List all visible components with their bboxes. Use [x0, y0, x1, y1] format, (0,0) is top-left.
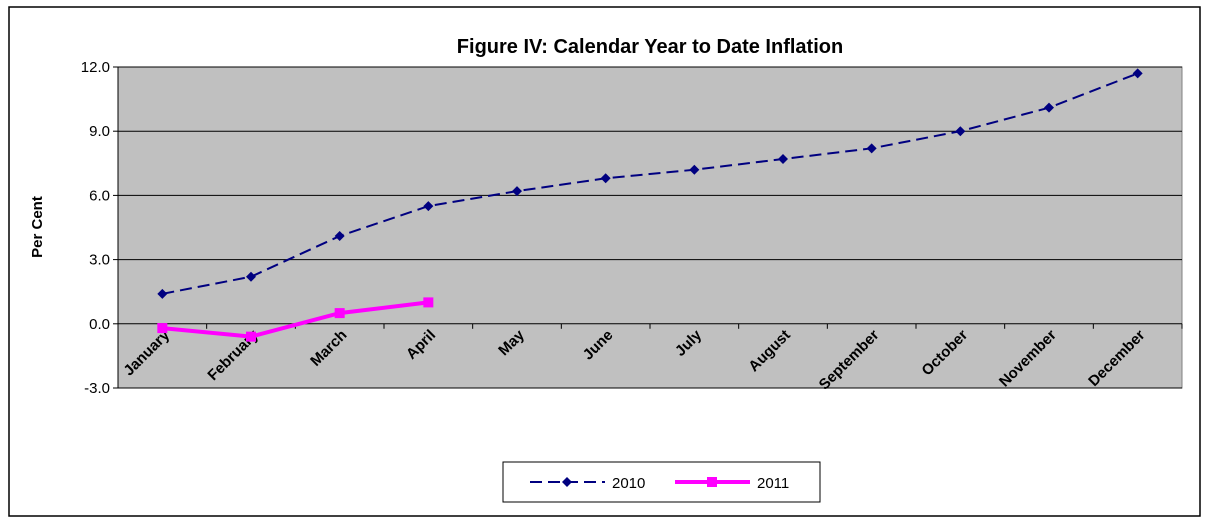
marker — [778, 154, 788, 165]
marker — [707, 477, 717, 487]
y-tick-label: -3.0 — [84, 380, 110, 397]
y-axis-label: Per Cent — [29, 196, 46, 258]
y-tick-label: 6.0 — [89, 187, 110, 204]
marker — [334, 231, 345, 242]
marker — [423, 297, 434, 308]
series-line — [162, 72, 1139, 295]
y-tick-label: 3.0 — [89, 252, 110, 269]
marker — [246, 331, 256, 342]
marker — [562, 477, 572, 487]
marker — [1132, 68, 1143, 79]
marker — [600, 173, 611, 184]
marker — [423, 201, 434, 212]
legend-label: 2011 — [757, 475, 789, 492]
y-tick-label: 12.0 — [81, 59, 110, 76]
marker — [334, 308, 345, 319]
chart-title: Figure IV: Calendar Year to Date Inflati… — [457, 36, 843, 58]
marker — [157, 323, 168, 334]
legend-label: 2010 — [612, 475, 645, 492]
plot-area — [117, 66, 1183, 389]
marker — [157, 288, 168, 299]
marker — [689, 164, 700, 175]
marker — [955, 126, 966, 137]
y-tick-label: 9.0 — [89, 123, 110, 140]
marker — [512, 186, 522, 197]
marker — [866, 143, 877, 154]
marker — [1044, 102, 1054, 113]
y-tick-label: 0.0 — [89, 316, 110, 333]
series-line — [162, 300, 429, 339]
marker — [246, 271, 256, 282]
